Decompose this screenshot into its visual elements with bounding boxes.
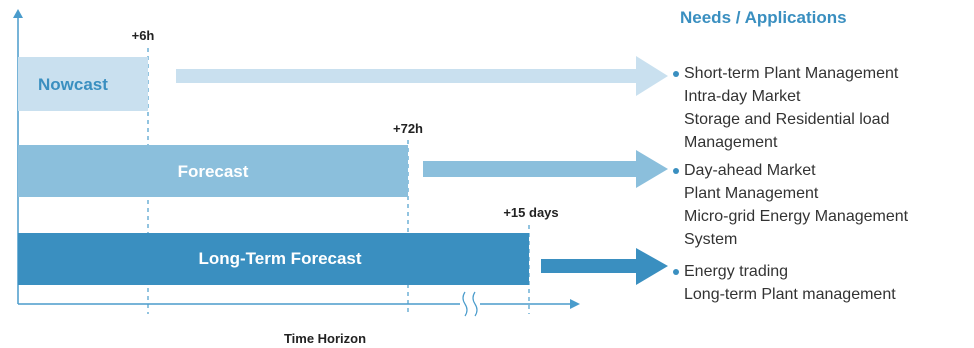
application-item: Micro-grid Energy Management [684, 208, 909, 225]
tick-label-72h: +72h [393, 121, 423, 136]
bar-nowcast [18, 57, 148, 111]
tick-label-15days: +15 days [503, 205, 558, 220]
application-item: Storage and Residential load [684, 111, 890, 128]
bar-forecast [18, 145, 408, 197]
axis-break-gap [460, 296, 480, 312]
applications-group-nowcast: Short-term Plant Management Intra-day Ma… [672, 62, 898, 154]
applications-group-long-term: Energy trading Long-term Plant managemen… [672, 260, 896, 306]
bar-label-forecast: Forecast [178, 162, 249, 181]
application-item: Day-ahead Market [672, 159, 908, 182]
arrow-nowcast [176, 56, 668, 96]
applications-group-forecast: Day-ahead Market Plant Management Micro-… [672, 159, 908, 251]
application-item: Energy trading [672, 260, 896, 283]
arrow-forecast [423, 150, 668, 188]
y-axis-arrowhead [13, 9, 23, 18]
arrow-long-term [541, 248, 668, 285]
bar-label-nowcast: Nowcast [38, 75, 108, 94]
application-item: Management [684, 134, 778, 151]
application-item: Long-term Plant management [684, 286, 896, 303]
bar-label-long-term-forecast: Long-Term Forecast [198, 249, 361, 268]
application-item: Plant Management [684, 185, 819, 202]
x-axis-arrowhead [570, 299, 580, 309]
tick-label-6h: +6h [132, 28, 155, 43]
needs-title: Needs / Applications [680, 8, 847, 27]
bar-long-term-forecast [18, 233, 529, 285]
application-item: Short-term Plant Management [672, 62, 898, 85]
application-item: System [684, 231, 738, 248]
axis-title: Time Horizon [284, 331, 366, 346]
application-item: Intra-day Market [684, 88, 801, 105]
axis-break-symbol [462, 291, 478, 317]
